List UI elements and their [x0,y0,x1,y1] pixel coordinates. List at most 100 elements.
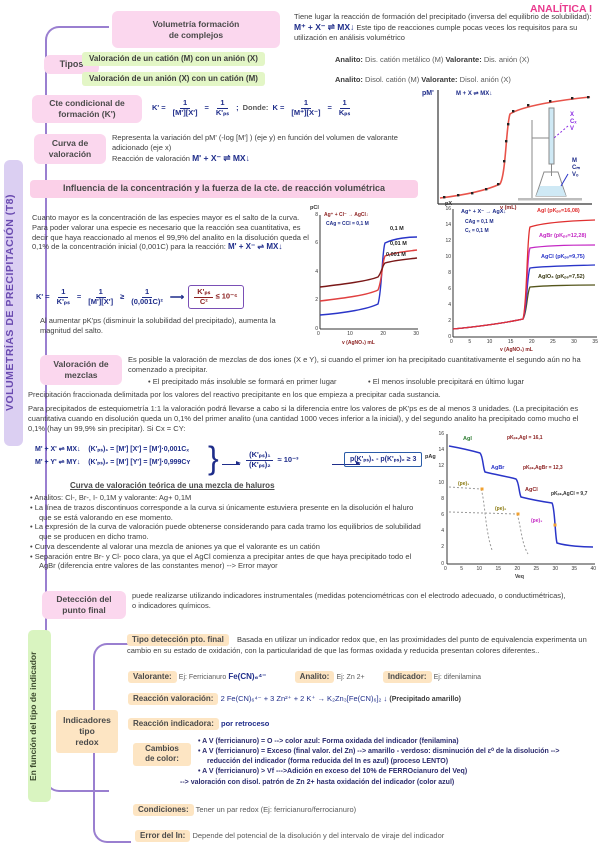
tick-label: 10 [486,339,493,345]
mezclas-bullet1: El precipitado más insoluble se formará … [148,377,367,387]
haluros-bullets: Analitos: Cl-, Br-, I- 0,1M y valorante:… [30,493,422,571]
chart-px-svg [452,209,597,338]
cambio-bullet2: A V (ferricianuro) = Exceso (final valor… [198,747,594,767]
mezclas-rule-box: p(K'ₚₛ)₁ - p(K'ₚₛ)₂ ≥ 3 [344,452,423,468]
influencia-equation: M' + X⁻ ⇌ MX↓ [227,242,283,252]
kcond-formula: K' = 1 [M'][X'] = 1 K'ₚₛ ; Donde: K = 1 [M⁺… [152,98,351,117]
chart4-point2: (pe)₂ [495,506,507,512]
cambio-line4: --> valoración con disol. patrón de Zn 2… [180,778,455,786]
tick-label: 10 [476,566,482,572]
influencia-paragraph: Cuanto mayor es la concentración de las … [32,213,309,252]
chart-pm-curve: pM' M + X ⇌ MX↓ X Cₓ V M Cₘ Vₒ v (mL) [420,86,600,214]
chart3-xticks: 0 5 10 15 20 25 30 35 [450,339,598,346]
chart4-yticks: 16 14 12 10 8 6 4 2 0 [435,431,444,567]
funcion-indicador-box: En función del tipo de indicador [28,630,51,802]
tick-label: 0 [448,333,451,340]
chart3-label-AgBr: AgBr (pKₚₛ=12,28) [539,233,587,239]
influencia-formula: K' = 1 K'ₚₛ = 1 [M'][X'] ≥ 1 (0,001C)² ⟶ K'… [36,282,244,312]
chart4-ylabel: pAg [425,454,436,460]
tipo-row2: Valoración de un anión (X) con un catión… [82,72,265,87]
tick-label: 0 [441,560,444,567]
chart2-series1-label: 0,01 M [390,241,407,247]
curve-AgIO3 [452,284,596,330]
haluros-bullet3: La expresión de la curva de valoración p… [30,522,422,542]
chart2-series2-label: 0,001 M [386,252,406,258]
chart3-cond1: CAg = 0,1 M [465,219,494,225]
chart-pcl-svg [319,215,418,330]
valorante-analito-row: Valorante: Ej: Ferricianuro Fe(CN)₆⁴⁻ An… [128,671,593,684]
tick-label: 5 [468,339,472,345]
titration-curve [439,96,591,199]
tick-label: 4 [448,301,451,308]
curve-0p001M [319,257,418,288]
main-bracket [45,26,109,792]
tick-label: 30 [552,566,558,572]
chart4-ann-AgCl: pKₚₛ,AgCl = 9,7 [551,491,588,497]
reaccion-indicadora-row: Reacción indicadora: por retroceso [128,718,528,731]
mezclas-t2: Precipitación fraccionada delimitada por… [28,390,441,399]
tick-label: 35 [592,339,598,345]
chart-px-kps: pX Ag⁺ + X⁻ → AgX↓ CAg = 0,1 M Cₓ = 0,1 … [445,201,600,365]
chart4-ann-AgI: pKₚₛ,AgI = 16,1 [507,435,543,441]
arrow-2 [332,461,362,466]
curve-AgI [452,219,596,330]
arrow-right: ⟶ [169,291,185,303]
tick-label: 14 [438,447,444,454]
tipo-row2-detail: Analito: Disol. catión (M) Valorante: Di… [335,75,511,84]
tick-label: 30 [413,331,419,337]
curve-0p01M [319,249,418,302]
box-cte-condicional: Cte condicional de formación (K') [32,95,142,123]
tick-label: 10 [445,253,451,260]
haluros-bullet4: Curva descendente al valorar una mezcla … [30,542,422,552]
curva-equation: M' + X⁻ ⇌ MX↓ [192,152,250,163]
dashed-single-halide-1 [448,486,493,551]
chart4-xticks: 0 5 10 15 20 25 30 35 40 [444,566,596,573]
influencia-result-box: K'ₚₛ C² ≤ 10⁻⁶ [188,285,244,309]
tick-label: 8 [448,269,451,276]
haluros-bullet1: Analitos: Cl-, Br-, I- 0,1M y valorante:… [30,493,422,503]
tick-label: 15 [507,339,514,345]
tipo-row1-detail: Analito: Dis. catión metálico (M) Valora… [335,55,530,64]
haluros-heading: Curva de valoración teórica de una mezcl… [70,481,275,490]
chart2-series0-label: 0,1 M [390,226,404,232]
chart1-ylabel: pM' [422,90,434,97]
mezclas-t3: Para precipitados de estequiometría 1:1 … [28,404,579,433]
reaccion-valoracion-label: Reacción valoración: [128,693,219,706]
chart2-xticks: 0 10 20 30 [317,331,419,338]
tick-label: 10 [347,331,353,337]
chart2-equation: Ag⁺ + Cl⁻ → AgCl↓ [324,212,369,218]
cambios-color-bullets: A V (ferricianuro) = O --> color azul: F… [180,737,594,788]
chart2-ylabel: pCl [310,205,319,211]
tick-label: 12 [438,463,444,470]
box-deteccion-punto-final: Detección del punto final [42,591,126,619]
tick-label: 35 [571,566,577,572]
tipo-row1: Valoración de un catión (M) con un anión… [82,52,265,67]
condiciones-row: Condiciones: Tener un par redox (Ej: fer… [133,804,573,817]
tick-label: 12 [445,237,451,244]
tick-label: 20 [529,339,535,345]
tick-label: 2 [448,317,451,324]
chart4-label-AgCl: AgCl [525,487,538,493]
tick-label: 0 [444,566,447,572]
mezclas-ratio: (K'ₚₛ)₁ (K'ₚₛ)₂ ≈ 10⁻³ [246,448,299,472]
indicador-label: Indicador: [382,671,432,684]
chart4-point1: (pe)₁ [458,481,470,487]
tick-label: 40 [590,566,596,572]
cambio-bullet1: A V (ferricianuro) = O --> color azul: F… [198,737,594,747]
error-indicador-label: Error del In: [135,830,191,843]
cambio-bullet3: A V (ferricianuro) > Vf --->Adición en e… [198,767,594,777]
chart1-buret-labels: X Cₓ V [570,112,577,132]
tick-label: 25 [533,566,539,572]
chart2-cond: CAg = CCl = 0,1 M [326,221,369,227]
mezclas-t1: Es posible la valoración de mezclas de d… [128,355,581,374]
dashed-single-halide-2 [448,511,529,555]
chart3-cond2: Cₓ = 0,1 M [465,228,489,234]
box-volumetria-complejos: Volumetría formación de complejos [112,11,280,48]
error-indicador-row: Error del In: Depende del potencial de l… [135,830,585,843]
deteccion-text: puede realizarse utilizando indicadores … [132,591,566,610]
analito-label: Analito: [294,671,335,684]
mezclas-equations: M' + X' ⇌ MX↓ (K'ₚₛ)₁ = [M'] [X'] = [M']… [35,446,191,466]
chart-halide-mixture: pAg AgI pKₚₛ,AgI = 16,1 AgBr pKₚₛ,AgBr =… [425,430,600,588]
tick-label: 10 [438,479,444,486]
buret-flask-illustration [518,107,582,201]
